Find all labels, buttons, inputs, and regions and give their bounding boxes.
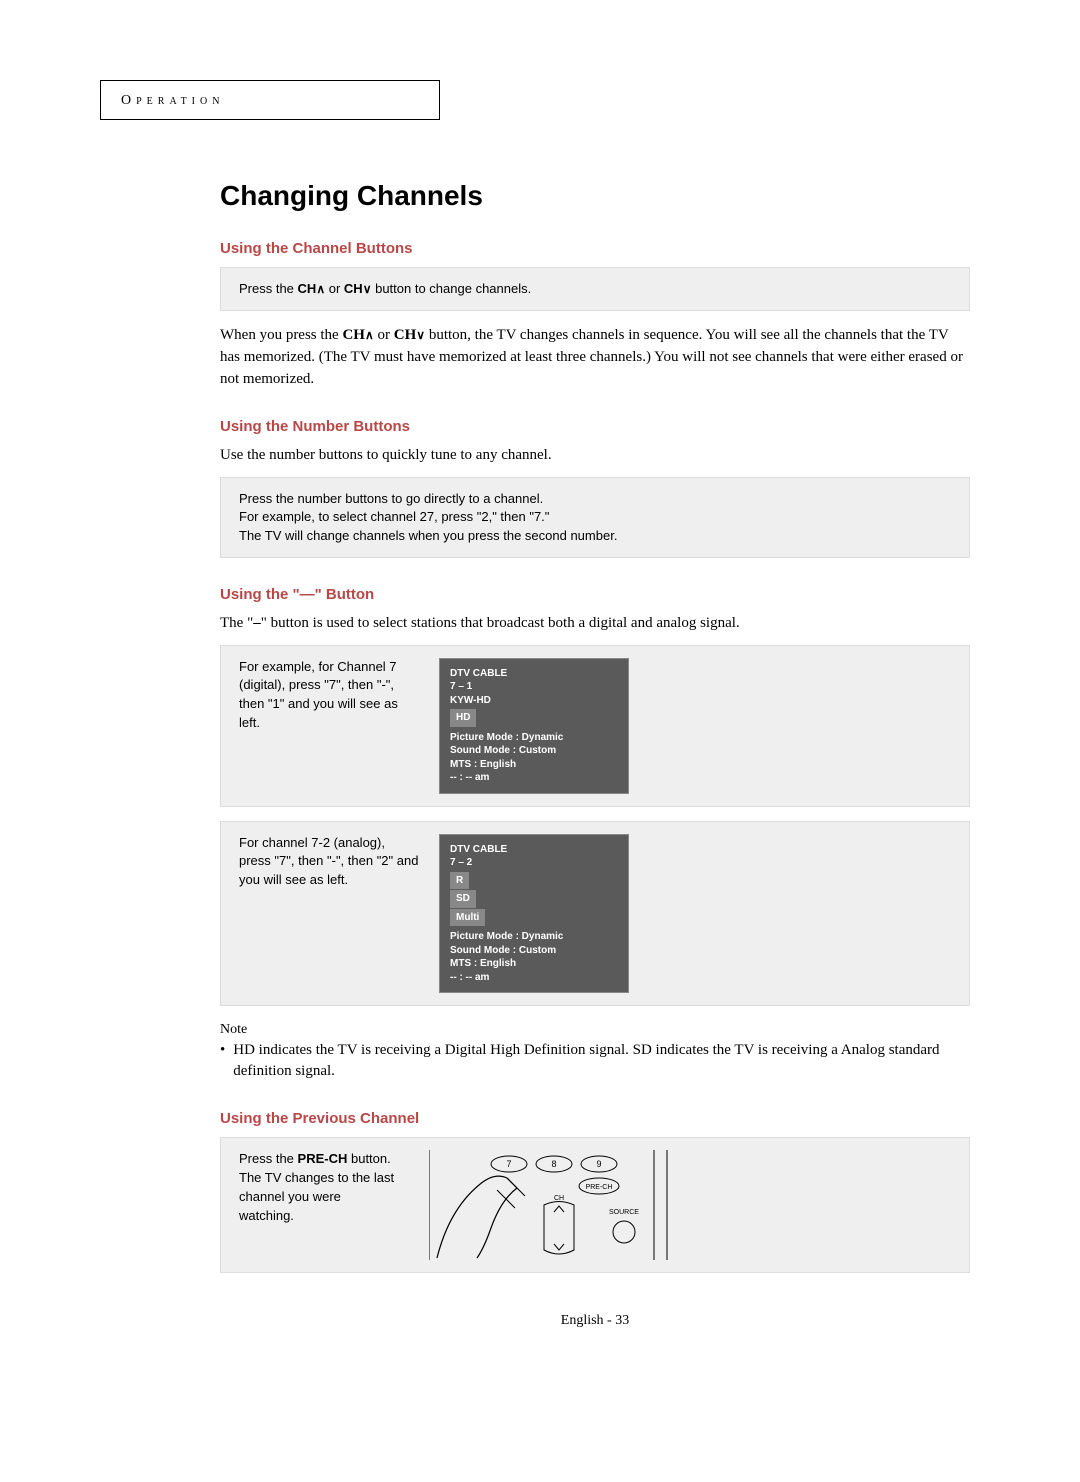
- paragraph-channel-buttons: When you press the CH∧ or CH∨ button, th…: [220, 325, 970, 390]
- osd-line: Sound Mode : Custom: [450, 944, 618, 958]
- osd-line: Picture Mode : Dynamic: [450, 930, 618, 944]
- remote-btn-7: 7: [506, 1159, 511, 1169]
- remote-btn-9: 9: [596, 1159, 601, 1169]
- osd-line: -- : -- am: [450, 771, 618, 785]
- text-line: Press the number buttons to go directly …: [239, 491, 543, 506]
- osd-badge-r: R: [450, 872, 469, 890]
- osd-badge-multi: Multi: [450, 909, 485, 927]
- text: The ": [220, 615, 253, 631]
- section-header-label: Operation: [121, 93, 224, 108]
- chevron-down-icon: ∨: [416, 328, 425, 342]
- text: When you press the: [220, 327, 342, 343]
- chevron-up-icon: ∧: [365, 328, 374, 342]
- prech-bold: PRE-CH: [298, 1151, 348, 1166]
- osd-line: KYW-HD: [450, 694, 618, 708]
- box-analog-example: For channel 7-2 (analog), press "7", the…: [220, 821, 970, 1007]
- note-label: Note: [220, 1022, 970, 1038]
- osd-line: 7 – 2: [450, 856, 618, 870]
- osd-line: DTV CABLE: [450, 843, 618, 857]
- osd-badge-stack: R SD Multi: [450, 872, 618, 927]
- osd-badge-hd: HD: [450, 709, 476, 727]
- heading-number-buttons: Using the Number Buttons: [220, 418, 970, 435]
- text-line: The TV will change channels when you pre…: [239, 528, 617, 543]
- remote-btn-8: 8: [551, 1159, 556, 1169]
- osd-line: MTS : English: [450, 758, 618, 772]
- chevron-up-icon: ∧: [316, 282, 325, 296]
- osd-line: Picture Mode : Dynamic: [450, 731, 618, 745]
- remote-source-label: SOURCE: [609, 1209, 639, 1216]
- osd-line: Sound Mode : Custom: [450, 744, 618, 758]
- ch-label: CH: [394, 327, 417, 343]
- example-text-digital: For example, for Channel 7 (digital), pr…: [239, 658, 419, 733]
- box-number-buttons: Press the number buttons to go directly …: [220, 477, 970, 558]
- remote-ch-label: CH: [554, 1195, 564, 1202]
- prech-text-block: Press the PRE-CH button. The TV changes …: [239, 1150, 399, 1225]
- osd-badge-sd: SD: [450, 890, 476, 908]
- note-bullet: • HD indicates the TV is receiving a Dig…: [220, 1040, 970, 1082]
- osd-line: -- : -- am: [450, 971, 618, 985]
- osd-display-analog: DTV CABLE 7 – 2 R SD Multi Picture Mode …: [439, 834, 629, 994]
- box-previous-channel: Press the PRE-CH button. The TV changes …: [220, 1137, 970, 1273]
- heading-channel-buttons: Using the Channel Buttons: [220, 240, 970, 257]
- box-digital-example: For example, for Channel 7 (digital), pr…: [220, 645, 970, 807]
- section-header-box: Operation: [100, 80, 440, 120]
- page-footer: English - 33: [220, 1313, 970, 1329]
- osd-display-digital: DTV CABLE 7 – 1 KYW-HD HD Picture Mode :…: [439, 658, 629, 794]
- ch-label: CH: [344, 281, 363, 296]
- remote-btn-prech: PRE-CH: [586, 1184, 613, 1191]
- paragraph-number-intro: Use the number buttons to quickly tune t…: [220, 445, 970, 467]
- remote-illustration: 7 8 9 PRE-CH CH SOURCE: [429, 1150, 669, 1260]
- heading-dash-button: Using the "—" Button: [220, 586, 970, 603]
- text: Press the: [239, 281, 298, 296]
- osd-line: MTS : English: [450, 957, 618, 971]
- heading-previous-channel: Using the Previous Channel: [220, 1110, 970, 1127]
- text: Press the: [239, 1151, 298, 1166]
- ch-label: CH: [342, 327, 365, 343]
- note-text: HD indicates the TV is receiving a Digit…: [233, 1040, 970, 1082]
- text: The TV changes to the last channel you w…: [239, 1170, 394, 1223]
- text: or: [325, 281, 344, 296]
- bullet-mark: •: [220, 1040, 225, 1082]
- box-channel-buttons: Press the CH∧ or CH∨ button to change ch…: [220, 267, 970, 311]
- osd-line: 7 – 1: [450, 680, 618, 694]
- osd-line: DTV CABLE: [450, 667, 618, 681]
- example-text-analog: For channel 7-2 (analog), press "7", the…: [239, 834, 419, 891]
- note-block: Note • HD indicates the TV is receiving …: [220, 1022, 970, 1082]
- text: " button is used to select stations that…: [261, 615, 740, 631]
- dash-symbol: –: [253, 615, 261, 631]
- paragraph-dash-intro: The "–" button is used to select station…: [220, 613, 970, 635]
- page-title: Changing Channels: [220, 180, 970, 212]
- text: button.: [347, 1151, 390, 1166]
- ch-label: CH: [298, 281, 317, 296]
- text-line: For example, to select channel 27, press…: [239, 509, 549, 524]
- text: or: [374, 327, 394, 343]
- text: button to change channels.: [371, 281, 531, 296]
